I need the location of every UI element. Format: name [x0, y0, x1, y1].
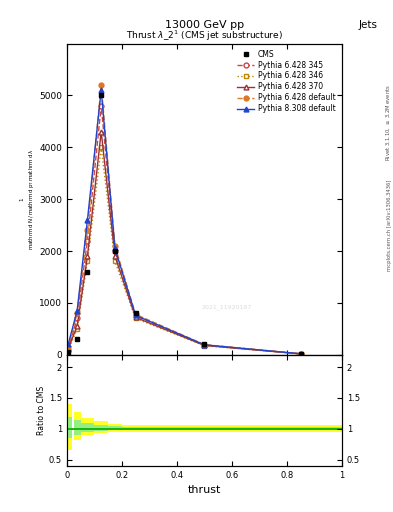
Pythia 6.428 default	[202, 342, 207, 348]
Pythia 6.428 345	[298, 351, 303, 357]
Legend: CMS, Pythia 6.428 345, Pythia 6.428 346, Pythia 6.428 370, Pythia 6.428 default,: CMS, Pythia 6.428 345, Pythia 6.428 346,…	[235, 47, 338, 116]
Pythia 8.308 default	[75, 308, 79, 314]
Line: Pythia 8.308 default: Pythia 8.308 default	[66, 88, 303, 356]
Pythia 8.308 default	[99, 87, 104, 93]
Line: Pythia 6.428 default: Pythia 6.428 default	[66, 82, 303, 356]
Pythia 8.308 default	[133, 312, 138, 318]
Text: mcplots.cern.ch [arXiv:1306.3436]: mcplots.cern.ch [arXiv:1306.3436]	[387, 180, 392, 271]
Pythia 6.428 346	[113, 259, 118, 265]
Pythia 8.308 default	[298, 351, 303, 357]
CMS	[298, 351, 303, 357]
CMS	[202, 342, 207, 348]
Line: CMS: CMS	[66, 93, 303, 356]
CMS	[85, 269, 90, 275]
Pythia 6.428 370	[99, 129, 104, 135]
Text: 2021_11920187: 2021_11920187	[201, 304, 252, 310]
CMS	[99, 92, 104, 98]
Pythia 6.428 default	[113, 243, 118, 249]
Y-axis label: $\mathrm{1}$
$\mathrm{mathrm\,d\,N\,/\,mathrm\,d\,p_T\,mathrm\,d\,\lambda}$: $\mathrm{1}$ $\mathrm{mathrm\,d\,N\,/\,m…	[18, 148, 36, 250]
Pythia 6.428 default	[75, 310, 79, 316]
Pythia 6.428 346	[99, 144, 104, 151]
Pythia 8.308 default	[66, 342, 71, 348]
Pythia 6.428 default	[133, 311, 138, 317]
Pythia 6.428 345	[202, 342, 207, 348]
Pythia 6.428 370	[113, 253, 118, 259]
Pythia 6.428 345	[66, 347, 71, 353]
Pythia 6.428 370	[202, 343, 207, 349]
Pythia 6.428 345	[133, 313, 138, 319]
Pythia 6.428 345	[85, 238, 90, 244]
Pythia 6.428 default	[66, 344, 71, 350]
Line: Pythia 6.428 345: Pythia 6.428 345	[66, 103, 303, 356]
Pythia 6.428 345	[113, 248, 118, 254]
Pythia 6.428 370	[133, 314, 138, 321]
CMS	[66, 349, 71, 355]
CMS	[113, 248, 118, 254]
Pythia 6.428 default	[99, 82, 104, 88]
Pythia 6.428 346	[66, 348, 71, 354]
Pythia 6.428 346	[75, 326, 79, 332]
Text: Jets: Jets	[358, 20, 377, 31]
CMS	[133, 310, 138, 316]
Pythia 6.428 346	[298, 351, 303, 357]
Pythia 6.428 370	[298, 351, 303, 357]
Pythia 6.428 370	[75, 323, 79, 329]
Pythia 6.428 346	[133, 315, 138, 322]
CMS	[75, 336, 79, 343]
Pythia 6.428 370	[85, 253, 90, 259]
Pythia 6.428 default	[298, 351, 303, 357]
Pythia 6.428 345	[99, 103, 104, 109]
Pythia 6.428 default	[85, 227, 90, 233]
Pythia 6.428 346	[202, 343, 207, 349]
Pythia 8.308 default	[202, 342, 207, 348]
Text: 13000 GeV pp: 13000 GeV pp	[165, 20, 244, 31]
Line: Pythia 6.428 370: Pythia 6.428 370	[66, 129, 303, 356]
Pythia 8.308 default	[113, 245, 118, 251]
Y-axis label: Ratio to CMS: Ratio to CMS	[37, 386, 46, 435]
Pythia 8.308 default	[85, 217, 90, 223]
Title: Thrust $\lambda\_2^1$ (CMS jet substructure): Thrust $\lambda\_2^1$ (CMS jet substruct…	[126, 29, 283, 44]
Pythia 6.428 345	[75, 315, 79, 322]
X-axis label: thrust: thrust	[188, 485, 221, 495]
Line: Pythia 6.428 346: Pythia 6.428 346	[66, 145, 303, 356]
Pythia 6.428 370	[66, 346, 71, 352]
Text: Rivet 3.1.10, $\geq$ 3.2M events: Rivet 3.1.10, $\geq$ 3.2M events	[385, 84, 392, 161]
Pythia 6.428 346	[85, 259, 90, 265]
